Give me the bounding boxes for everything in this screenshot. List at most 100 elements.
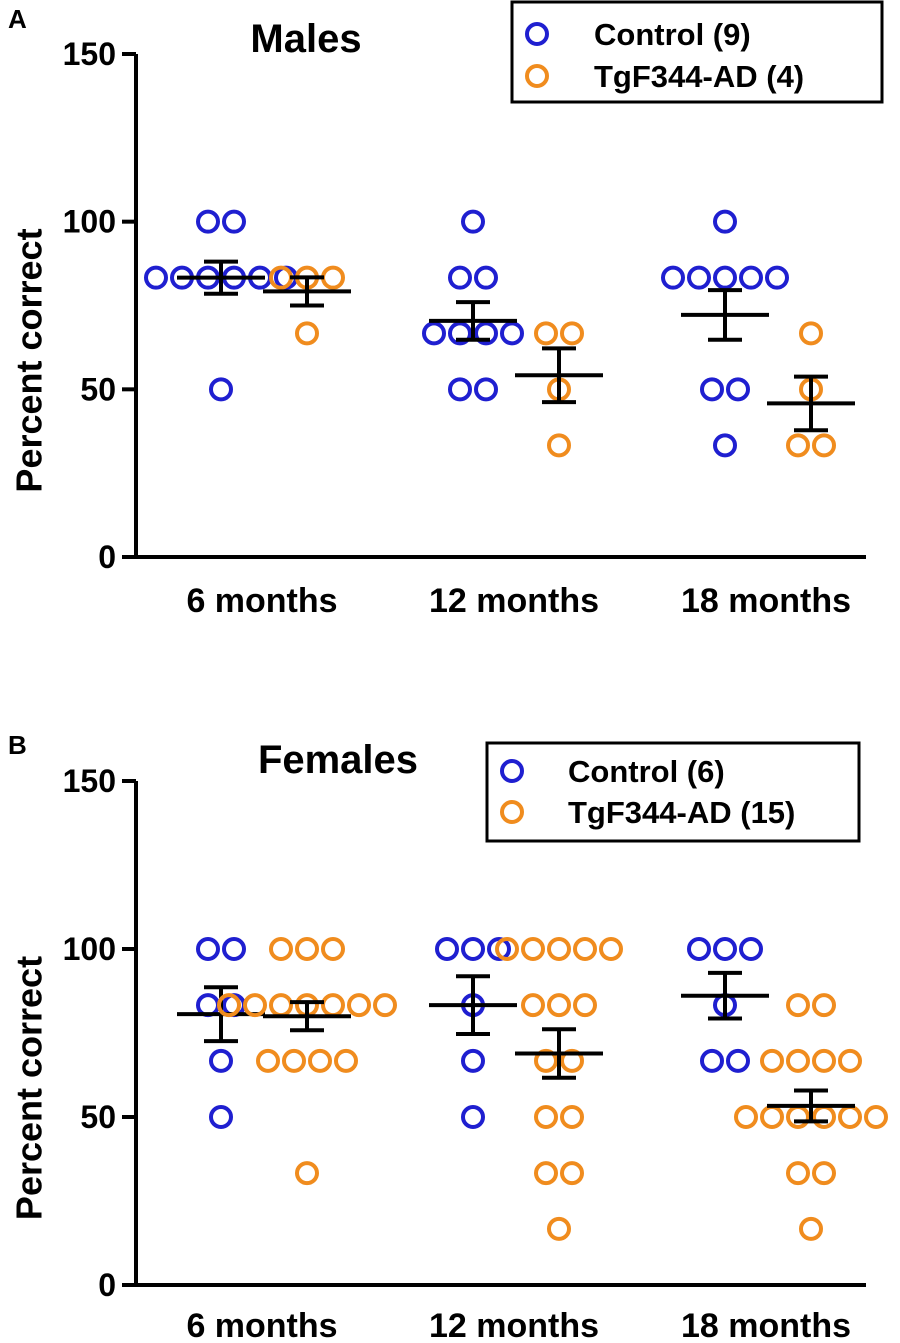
data-point: [547, 937, 571, 961]
data-point: [474, 321, 498, 346]
data-point: [786, 1161, 810, 1186]
data-point: [269, 993, 293, 1018]
data-point: [765, 265, 789, 290]
data-point: [521, 993, 545, 1018]
data-point: [282, 1048, 306, 1073]
data-point: [560, 1048, 584, 1073]
data-point: [812, 993, 836, 1018]
data-point: [864, 1105, 888, 1129]
data-point: [373, 993, 397, 1018]
legend: Control (9) TgF344-AD (4): [510, 0, 884, 104]
data-point: [812, 1105, 836, 1129]
panel-letter: B: [8, 730, 27, 760]
data-point: [713, 265, 737, 290]
series-tgf344-ad: [263, 265, 855, 458]
data-point: [217, 993, 241, 1018]
x-tick-label: 18 months: [681, 582, 851, 620]
data-point: [321, 265, 345, 290]
data-point: [534, 321, 558, 346]
data-point: [347, 993, 371, 1018]
data-point: [739, 265, 763, 290]
data-point: [838, 1105, 862, 1129]
data-point: [700, 1048, 724, 1073]
data-point: [295, 1161, 319, 1186]
data-point: [534, 1048, 558, 1073]
data-point: [269, 937, 293, 961]
data-point: [422, 321, 446, 346]
data-point: [560, 321, 584, 346]
data-point: [196, 993, 220, 1018]
data-point: [209, 1105, 233, 1129]
data-point: [799, 1216, 823, 1241]
data-point: [713, 937, 737, 961]
data-point: [500, 321, 524, 346]
data-point: [739, 937, 763, 961]
data-point: [144, 265, 168, 290]
y-tick-label: 150: [63, 36, 116, 72]
data-point: [474, 265, 498, 290]
data-point: [196, 209, 220, 234]
legend-marker: [525, 22, 549, 46]
data-point: [573, 937, 597, 961]
x-tick-label: 6 months: [186, 582, 337, 620]
data-point: [448, 377, 472, 402]
x-tick-label: 6 months: [186, 1307, 337, 1343]
data-point: [448, 321, 472, 346]
data-point: [547, 433, 571, 458]
legend-label: Control (9): [594, 17, 751, 52]
chart-title: Females: [258, 738, 418, 782]
data-point: [786, 433, 810, 458]
panel-a: A Males Percent correct 0 50 100 150 6 months 12…: [8, 0, 884, 620]
panel-letter: A: [8, 4, 27, 34]
data-point: [461, 1048, 485, 1073]
data-point: [534, 1105, 558, 1129]
chart-title: Males: [250, 17, 361, 61]
data-point: [308, 1048, 332, 1073]
series-control: [144, 209, 789, 458]
data-point: [222, 937, 246, 961]
data-point: [209, 377, 233, 402]
legend-box: [510, 0, 884, 104]
data-point: [461, 209, 485, 234]
data-point: [599, 937, 623, 961]
y-tick-label: 0: [98, 539, 116, 575]
data-point: [448, 265, 472, 290]
data-point: [321, 993, 345, 1018]
x-tick-label: 18 months: [681, 1307, 851, 1343]
data-point: [495, 937, 519, 961]
data-point: [521, 937, 545, 961]
legend-marker: [500, 759, 524, 783]
data-point: [461, 937, 485, 961]
data-point: [487, 937, 511, 961]
data-point: [534, 1161, 558, 1186]
y-tick-label: 50: [80, 371, 116, 407]
data-point: [786, 1105, 810, 1129]
data-point: [295, 321, 319, 346]
data-point: [812, 1048, 836, 1073]
data-point: [838, 1048, 862, 1073]
legend-label: Control (6): [568, 754, 725, 789]
data-point: [700, 377, 724, 402]
data-point: [560, 1105, 584, 1129]
legend-label: TgF344-AD (15): [568, 795, 795, 830]
panel-b: B Females Percent correct 0 50 100 150 6 months…: [8, 730, 888, 1343]
y-tick-label: 50: [80, 1099, 116, 1135]
y-tick-label: 100: [63, 931, 116, 967]
x-tick-label: 12 months: [429, 1307, 599, 1343]
data-point: [573, 993, 597, 1018]
data-point: [713, 433, 737, 458]
y-tick-label: 0: [98, 1267, 116, 1303]
data-point: [713, 209, 737, 234]
x-tick-label: 12 months: [429, 582, 599, 620]
data-point: [321, 937, 345, 961]
data-point: [726, 1048, 750, 1073]
legend: Control (6) TgF344-AD (15): [485, 741, 861, 843]
data-point: [726, 377, 750, 402]
data-point: [295, 937, 319, 961]
data-point: [799, 321, 823, 346]
data-point: [209, 1048, 233, 1073]
data-point: [812, 1161, 836, 1186]
y-tick-label: 100: [63, 204, 116, 240]
y-axis-label: Percent correct: [9, 228, 50, 492]
